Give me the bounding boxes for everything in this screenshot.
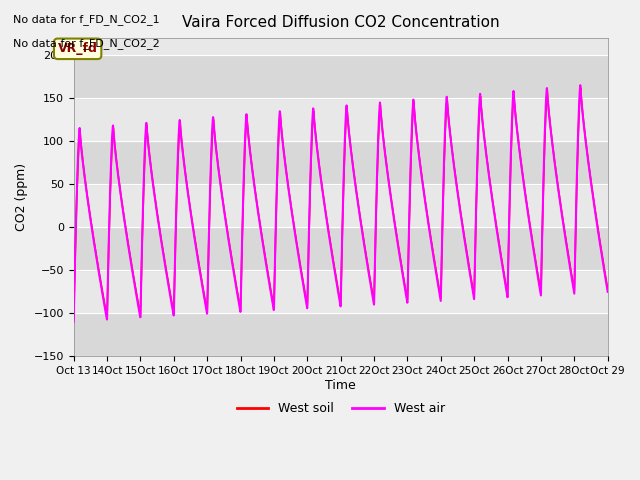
Y-axis label: CO2 (ppm): CO2 (ppm) — [15, 163, 28, 231]
Bar — [74, 12, 608, 55]
West air — [409, 102, 417, 108]
West air — [598, 253, 605, 259]
West soil — [522, 196, 530, 202]
West soil — [598, 251, 605, 256]
West air — [70, 319, 77, 325]
Legend: West soil, West air: West soil, West air — [232, 397, 450, 420]
Bar — [74, 98, 608, 141]
Bar — [74, 313, 608, 356]
West soil — [70, 316, 77, 322]
Text: No data for f_FD_N_CO2_1: No data for f_FD_N_CO2_1 — [13, 14, 159, 25]
West soil — [409, 109, 417, 115]
Bar — [74, 55, 608, 98]
West air — [522, 197, 530, 203]
West air — [179, 152, 187, 157]
West air — [456, 206, 464, 212]
Title: Vaira Forced Diffusion CO2 Concentration: Vaira Forced Diffusion CO2 Concentration — [182, 15, 499, 30]
Bar — [74, 228, 608, 270]
West air — [604, 289, 612, 295]
Text: No data for f_FD_N_CO2_2: No data for f_FD_N_CO2_2 — [13, 38, 159, 49]
Bar — [74, 141, 608, 184]
Line: West soil: West soil — [74, 88, 608, 319]
Text: VR_fd: VR_fd — [58, 42, 97, 55]
West air — [577, 82, 584, 88]
West soil — [456, 205, 464, 211]
West soil — [490, 207, 498, 213]
West soil — [179, 151, 187, 156]
X-axis label: Time: Time — [325, 379, 356, 392]
West soil — [577, 85, 584, 91]
West air — [490, 209, 498, 215]
Bar — [74, 184, 608, 228]
West soil — [604, 287, 612, 292]
Bar — [74, 270, 608, 313]
Line: West air: West air — [74, 85, 608, 322]
